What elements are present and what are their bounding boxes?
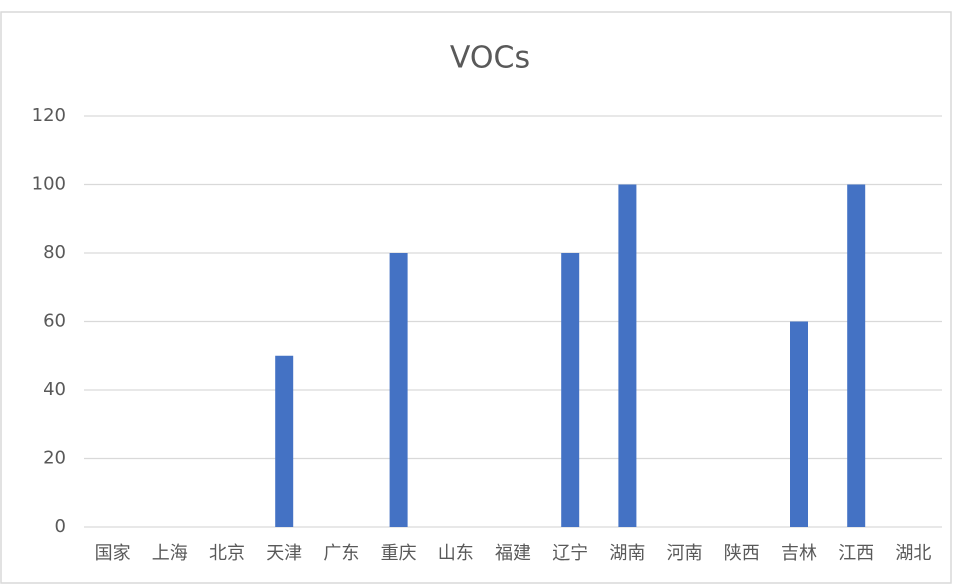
y-tick-label: 100 xyxy=(32,174,66,195)
bar xyxy=(618,184,637,527)
chart-title: VOCs xyxy=(450,41,530,76)
y-tick-label: 120 xyxy=(32,105,66,126)
x-tick-label: 福建 xyxy=(495,543,531,564)
bar xyxy=(389,253,408,527)
chart-border xyxy=(0,11,952,584)
x-tick-label: 湖南 xyxy=(609,543,645,564)
y-tick-label: 80 xyxy=(43,242,66,263)
x-tick-label: 上海 xyxy=(152,543,188,564)
y-tick-label: 40 xyxy=(43,379,66,400)
bar xyxy=(275,355,294,527)
y-tick-label: 60 xyxy=(43,311,66,332)
y-tick-label: 20 xyxy=(43,448,66,469)
x-tick-label: 北京 xyxy=(209,543,245,564)
bar xyxy=(790,321,808,527)
x-tick-label: 山东 xyxy=(438,543,474,564)
x-tick-label: 辽宁 xyxy=(552,543,588,564)
x-tick-label: 湖北 xyxy=(895,543,931,564)
x-tick-label: 河南 xyxy=(667,543,703,564)
y-tick-label: 0 xyxy=(55,516,66,537)
x-tick-label: 广东 xyxy=(323,543,359,564)
x-tick-label: 重庆 xyxy=(381,543,417,564)
bar xyxy=(561,253,580,527)
x-tick-label: 陕西 xyxy=(724,543,760,564)
x-tick-label: 吉林 xyxy=(781,543,817,564)
x-tick-label: 天津 xyxy=(266,543,302,564)
x-tick-label: 国家 xyxy=(95,543,131,564)
x-tick-label: 江西 xyxy=(838,543,874,564)
bar xyxy=(847,184,866,527)
